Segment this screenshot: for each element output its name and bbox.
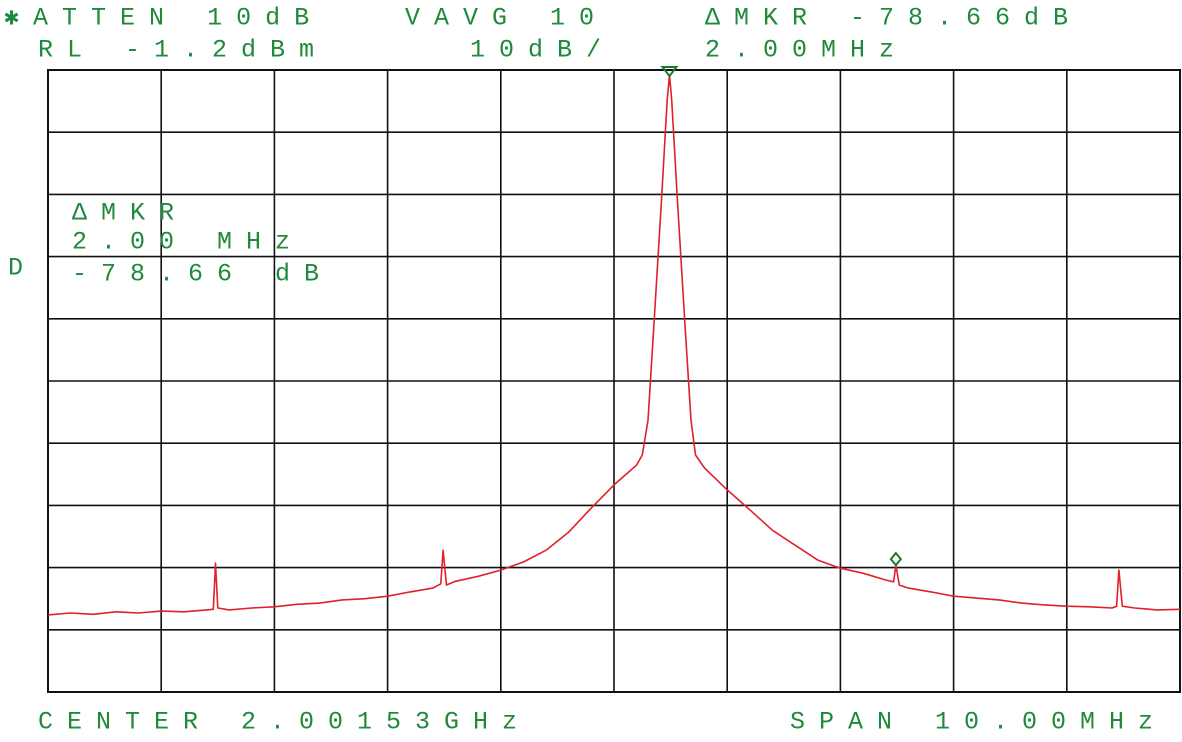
- trace: [47, 74, 1181, 616]
- delta-marker-freq: 2.00 MHz: [72, 228, 304, 257]
- grid: [48, 70, 1180, 692]
- atten-label: ✱ATTEN 10dB: [4, 4, 323, 33]
- delta-marker-level: -78.66 dB: [72, 260, 333, 289]
- scale-label: 10dB/: [470, 36, 615, 65]
- center-frequency: CENTER 2.00153GHz: [38, 708, 531, 737]
- marker-frequency: 2.00MHz: [705, 36, 908, 65]
- peak-marker: [660, 65, 679, 78]
- vavg-label: VAVG 10: [405, 4, 608, 33]
- delta-marker-title: ΔMKR: [72, 199, 188, 228]
- detector-label: D: [8, 254, 37, 283]
- delta-marker: [889, 551, 903, 567]
- delta-marker-header: ΔMKR -78.66dB: [705, 4, 1082, 33]
- span-label: SPAN 10.00MHz: [790, 708, 1167, 737]
- reference-level: RL -1.2dBm: [38, 36, 328, 65]
